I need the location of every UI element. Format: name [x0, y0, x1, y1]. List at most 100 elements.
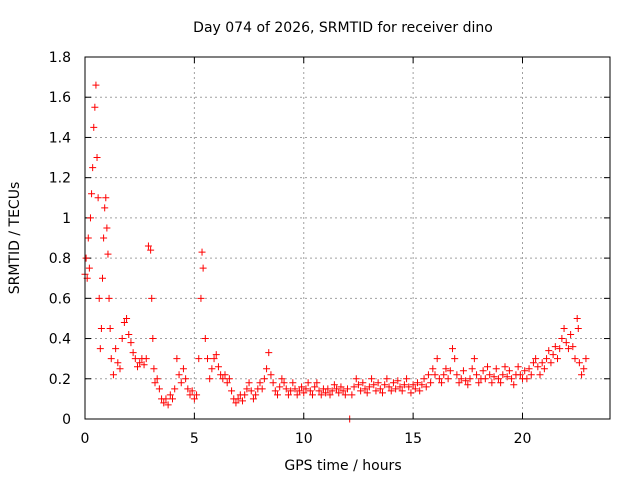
data-point: [208, 365, 216, 373]
data-point: [311, 383, 319, 391]
data-point: [322, 389, 330, 397]
y-tick-label: 0.8: [49, 251, 71, 267]
data-point: [422, 383, 430, 391]
data-point: [315, 387, 323, 395]
data-point: [127, 339, 135, 347]
data-point: [459, 367, 467, 375]
data-point: [120, 318, 128, 326]
data-point: [280, 379, 288, 387]
data-point: [446, 367, 454, 375]
data-point: [411, 385, 419, 393]
data-point: [232, 399, 240, 407]
data-point: [370, 381, 378, 389]
data-point: [155, 385, 163, 393]
data-point: [451, 355, 459, 363]
data-point: [492, 365, 500, 373]
data-point: [94, 194, 102, 202]
data-point: [214, 363, 222, 371]
data-point: [118, 335, 126, 343]
data-point: [387, 387, 395, 395]
data-point: [499, 371, 507, 379]
data-point: [295, 387, 303, 395]
data-point: [569, 343, 577, 351]
data-point: [532, 355, 540, 363]
data-point: [534, 363, 542, 371]
data-point: [427, 379, 435, 387]
data-point: [107, 355, 115, 363]
data-point: [435, 375, 443, 383]
data-point: [536, 371, 544, 379]
data-point: [545, 347, 553, 355]
data-point: [90, 123, 98, 131]
data-point: [102, 194, 110, 202]
data-point: [104, 250, 112, 258]
data-point: [543, 355, 551, 363]
data-point: [278, 375, 286, 383]
data-point: [510, 381, 518, 389]
data-point: [225, 375, 233, 383]
data-point: [201, 335, 209, 343]
data-point: [265, 349, 273, 357]
data-point: [153, 375, 161, 383]
data-point: [359, 379, 367, 387]
data-point: [99, 274, 106, 282]
data-point: [179, 365, 187, 373]
data-point: [276, 383, 284, 391]
data-point: [365, 383, 373, 391]
data-point: [89, 164, 97, 172]
data-point: [186, 391, 194, 399]
data-point: [481, 375, 489, 383]
data-point: [193, 391, 201, 399]
y-tick-label: 0.6: [49, 291, 71, 307]
data-point: [392, 385, 400, 393]
data-point: [564, 345, 572, 353]
data-point: [171, 385, 179, 393]
y-tick-label: 1.8: [49, 50, 71, 66]
data-point: [578, 371, 586, 379]
data-point: [184, 385, 192, 393]
data-point: [210, 355, 218, 363]
data-point: [400, 381, 408, 389]
data-point: [429, 365, 437, 373]
data-point: [453, 371, 461, 379]
data-point: [245, 379, 253, 387]
data-point: [488, 379, 496, 387]
data-point: [501, 363, 509, 371]
data-point: [198, 248, 206, 256]
data-point: [580, 365, 588, 373]
axis-ticks: 0 0.2 0.4 0.6 0.8 1 1.2 1.4 1.6 1.8 0 5 10 15 20: [49, 50, 610, 447]
data-point: [149, 335, 157, 343]
data-point: [169, 395, 176, 403]
data-point: [562, 339, 570, 347]
data-point: [249, 395, 257, 403]
data-point: [470, 355, 478, 363]
data-point: [508, 375, 516, 383]
data-point: [129, 349, 137, 357]
data-point: [258, 385, 266, 393]
data-point: [160, 399, 168, 407]
data-point: [206, 375, 214, 383]
data-point: [269, 379, 277, 387]
data-point: [335, 389, 343, 397]
data-point: [175, 371, 183, 379]
data-point: [398, 387, 406, 395]
data-point: [162, 395, 170, 403]
data-point: [125, 331, 133, 339]
grid-lines: [85, 57, 610, 419]
data-point: [293, 391, 301, 399]
data-point: [197, 294, 205, 302]
data-point: [523, 375, 531, 383]
data-point: [263, 365, 271, 373]
data-point: [260, 375, 268, 383]
data-point: [354, 381, 362, 389]
data-point: [219, 375, 227, 383]
data-point: [84, 234, 92, 242]
data-point: [558, 335, 566, 343]
data-point: [560, 325, 568, 332]
data-point: [228, 387, 236, 395]
data-point: [333, 385, 341, 393]
data-point: [381, 381, 389, 389]
data-point: [95, 294, 103, 302]
data-point: [339, 387, 347, 395]
